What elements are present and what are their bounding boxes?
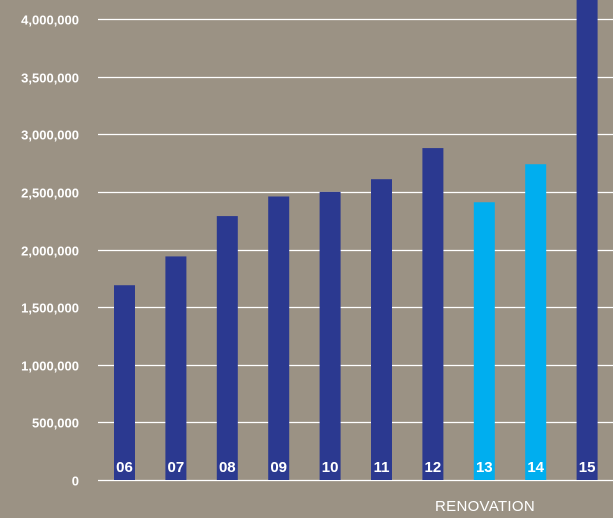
category-label-15: 15 <box>579 459 596 476</box>
category-label-10: 10 <box>322 459 339 476</box>
bar-12 <box>422 148 444 480</box>
y-tick-label: 1,000,000 <box>21 359 79 374</box>
category-label-13: 13 <box>476 459 493 476</box>
bar-10 <box>319 191 341 480</box>
bar-07 <box>165 256 187 480</box>
y-tick-label: 3,500,000 <box>21 71 79 86</box>
bar-08 <box>216 216 238 480</box>
x-axis-category-labels: 06 07 08 09 10 11 12 13 14 15 <box>116 459 595 476</box>
bar-13 <box>473 202 495 480</box>
category-label-11: 11 <box>374 459 390 476</box>
bars <box>114 0 598 481</box>
y-tick-label: 0 <box>72 474 79 489</box>
category-label-14: 14 <box>527 459 544 476</box>
bar-09 <box>268 196 290 481</box>
category-label-12: 12 <box>425 459 442 476</box>
y-tick-label: 500,000 <box>32 416 79 431</box>
y-tick-label: 2,500,000 <box>21 186 79 201</box>
y-tick-label: 2,000,000 <box>21 244 79 259</box>
y-tick-label: 1,500,000 <box>21 301 79 316</box>
renovation-annotation: RENOVATION <box>435 498 535 515</box>
category-label-06: 06 <box>116 459 133 476</box>
category-label-09: 09 <box>270 459 287 476</box>
y-axis-tick-labels: 0 500,000 1,000,000 1,500,000 2,000,000 2,500… <box>21 13 79 489</box>
y-tick-label: 3,000,000 <box>21 128 79 143</box>
category-label-08: 08 <box>219 459 236 476</box>
bar-15 <box>576 0 598 480</box>
category-label-07: 07 <box>168 459 185 476</box>
bar-06 <box>114 285 135 480</box>
y-tick-label: 4,000,000 <box>21 13 79 28</box>
bar-11 <box>371 179 392 480</box>
bar-14 <box>525 164 547 480</box>
